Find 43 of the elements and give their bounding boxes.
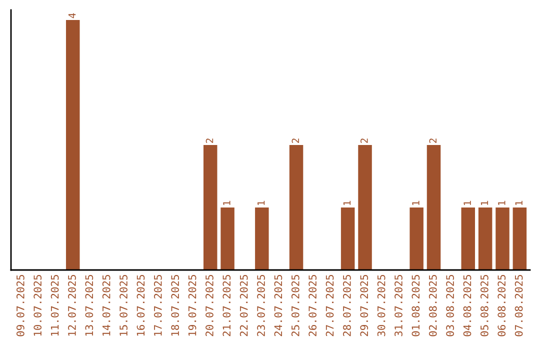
data-label: 1 xyxy=(498,200,506,205)
x-tick-label: 06.08.2025 xyxy=(498,275,506,336)
x-tick-label: 09.07.2025 xyxy=(16,275,24,336)
x-tick-label: 10.07.2025 xyxy=(34,275,42,336)
x-tick-label: 24.07.2025 xyxy=(274,275,282,336)
x-tick-label: 14.07.2025 xyxy=(102,275,110,336)
x-tick-label: 25.07.2025 xyxy=(291,275,300,336)
data-label: 2 xyxy=(360,138,368,143)
x-tick-label: 22.07.2025 xyxy=(240,275,248,336)
x-tick-label: 17.07.2025 xyxy=(154,275,162,336)
x-tick-label: 31.07.2025 xyxy=(394,275,402,336)
x-tick-label: 03.08.2025 xyxy=(446,275,454,336)
x-tick-label: 20.07.2025 xyxy=(206,275,214,336)
x-tick-label: 18.07.2025 xyxy=(171,275,180,336)
x-tick-label: 11.07.2025 xyxy=(50,275,59,336)
x-tick-label: 23.07.2025 xyxy=(257,275,265,336)
x-tick-label: 01.08.2025 xyxy=(412,275,420,336)
data-label: 1 xyxy=(343,200,351,205)
x-tick-label: 27.07.2025 xyxy=(326,275,334,336)
x-tick-label: 19.07.2025 xyxy=(188,275,196,336)
x-tick-label: 30.07.2025 xyxy=(377,275,386,336)
x-tick-label: 21.07.2025 xyxy=(222,275,231,336)
data-label: 2 xyxy=(292,138,299,143)
data-label: 4 xyxy=(68,13,76,18)
x-tick-label: 07.08.2025 xyxy=(514,275,523,336)
x-tick-label: 28.07.2025 xyxy=(343,275,351,336)
x-tick-label: 12.07.2025 xyxy=(68,275,76,336)
x-tick-label: 02.08.2025 xyxy=(428,275,437,336)
x-tick-label: 05.08.2025 xyxy=(480,275,488,336)
x-tick-label: 13.07.2025 xyxy=(85,275,94,336)
data-label: 1 xyxy=(515,200,522,205)
x-tick-label: 04.08.2025 xyxy=(463,275,472,336)
data-label: 1 xyxy=(412,200,420,205)
x-tick-label: 26.07.2025 xyxy=(308,275,317,336)
x-tick-label: 16.07.2025 xyxy=(136,275,145,336)
data-label: 1 xyxy=(464,200,471,205)
x-tick-label: 29.07.2025 xyxy=(360,275,368,336)
data-label: 2 xyxy=(429,138,436,143)
data-label: 1 xyxy=(480,200,488,205)
data-label: 1 xyxy=(223,200,230,205)
data-label: 1 xyxy=(258,200,265,205)
x-tick-label: 15.07.2025 xyxy=(120,275,128,336)
data-label: 2 xyxy=(206,138,214,143)
